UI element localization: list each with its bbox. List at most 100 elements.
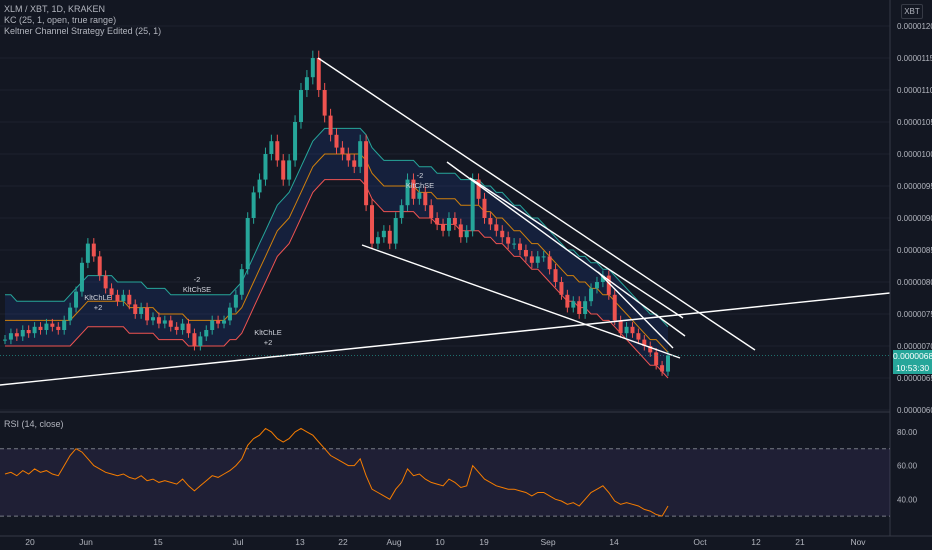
- price-tick-label: 0.00001150: [897, 54, 932, 63]
- candle-body: [452, 218, 457, 225]
- price-tick-label: 0.00000900: [897, 214, 932, 223]
- candle-body: [168, 320, 173, 327]
- candle-body: [8, 333, 13, 340]
- candle-body: [612, 294, 617, 321]
- candle-body: [103, 275, 108, 289]
- candle-body: [346, 154, 351, 161]
- time-tick-label: 21: [795, 537, 805, 547]
- resistance-trendline-1: [317, 57, 756, 351]
- candle-body: [535, 256, 540, 263]
- candle-body: [222, 320, 227, 324]
- price-tick-label: 0.00000600: [897, 406, 932, 415]
- time-tick-label: Oct: [693, 537, 707, 547]
- candle-body: [482, 198, 487, 218]
- candle-body: [298, 90, 303, 122]
- candle-body: [186, 323, 191, 334]
- price-axis[interactable]: 0.00001200 0.00001150 0.00001100 0.00001050…: [0, 0, 932, 537]
- price-tick-label: 0.00001050: [897, 118, 932, 127]
- candle-body: [589, 288, 594, 302]
- candle-body: [316, 58, 321, 90]
- candle-body: [529, 256, 534, 263]
- candle-body: [559, 282, 564, 295]
- time-tick-label: Jul: [233, 537, 244, 547]
- candle-body: [20, 330, 25, 337]
- time-tick-label: 10: [435, 537, 445, 547]
- rsi-tick-label: 80.00: [897, 428, 918, 437]
- candle-body: [523, 250, 528, 257]
- candle-body: [133, 304, 138, 314]
- candle-body: [565, 294, 570, 308]
- candle-body: [328, 115, 333, 135]
- candle-body: [74, 291, 79, 308]
- strategy-marker-label: KltChLE: [254, 328, 282, 337]
- price-tick-label: 0.00000650: [897, 374, 932, 383]
- candle-body: [38, 326, 43, 330]
- candle-body: [624, 326, 629, 334]
- candle-body: [423, 192, 428, 206]
- falling-wedge-lower-line: [361, 244, 681, 359]
- candle-body: [14, 333, 19, 337]
- strategy-marker-label: +2: [264, 338, 273, 347]
- candle-body: [435, 218, 440, 225]
- candle-body: [3, 339, 7, 341]
- candle-body: [464, 230, 469, 238]
- resistance-trendline-4: [597, 271, 674, 349]
- candle-body: [310, 58, 315, 78]
- candle-body: [500, 230, 505, 238]
- strategy-marker-label: KltChLE: [84, 293, 112, 302]
- price-tick-label: 0.00000950: [897, 182, 932, 191]
- rsi-tick-label: 40.00: [897, 495, 918, 504]
- rsi-label: RSI (14, close): [4, 419, 64, 429]
- time-axis[interactable]: 20 Jun 15 Jul 13 22 Aug 10 19 Sep 14 Oct 12 21 Nov: [25, 537, 866, 547]
- candle-body: [275, 141, 280, 161]
- time-tick-label: Sep: [540, 537, 555, 547]
- candle-body: [44, 323, 49, 330]
- currency-badge[interactable]: XBT: [901, 4, 923, 19]
- candle-body: [26, 330, 31, 334]
- price-tick-label: 0.00000800: [897, 278, 932, 287]
- candle-body: [594, 282, 599, 289]
- candlesticks[interactable]: [3, 50, 670, 376]
- strategy-marker-label: -2: [417, 171, 424, 180]
- candle-body: [180, 323, 185, 330]
- kc-label: KC (25, 1, open, true range): [4, 15, 117, 25]
- price-grid: [0, 25, 890, 411]
- time-tick-label: 14: [609, 537, 619, 547]
- resistance-trendline-2: [446, 161, 686, 337]
- candle-body: [109, 288, 114, 295]
- strategy-marker-label: KltChSE: [406, 181, 434, 190]
- rsi-band: [0, 448, 890, 517]
- strategy-marker-label: -2: [194, 275, 201, 284]
- candle-body: [91, 243, 96, 257]
- candle-body: [334, 134, 339, 148]
- support-trendline: [0, 292, 891, 386]
- channel-fill: [5, 128, 668, 378]
- candle-body: [150, 317, 155, 321]
- candle-body: [322, 90, 327, 116]
- candle-body: [488, 218, 493, 225]
- candle-body: [251, 192, 256, 218]
- candle-body: [393, 218, 398, 244]
- time-tick-label: 13: [295, 537, 305, 547]
- candle-body: [375, 237, 380, 244]
- candle-body: [600, 275, 605, 282]
- candle-body: [293, 122, 298, 161]
- candle-body: [174, 326, 179, 330]
- candle-body: [458, 224, 463, 238]
- candle-body: [660, 365, 665, 372]
- candle-body: [364, 141, 369, 206]
- candle-body: [429, 205, 434, 218]
- trendlines[interactable]: [0, 57, 891, 386]
- candle-body: [399, 205, 404, 218]
- legend-kc: KC (25, 1, open, true range): [4, 15, 118, 26]
- candle-body: [269, 141, 274, 154]
- last-price-badge: 0.00000685 10:53:30: [893, 350, 932, 374]
- candle-body: [121, 294, 126, 302]
- legend-strategy: Keltner Channel Strategy Edited (25, 1): [4, 26, 163, 37]
- rsi-panel: 80.00 60.00 40.00: [0, 428, 918, 517]
- candle-body: [387, 230, 392, 244]
- time-tick-label: 12: [751, 537, 761, 547]
- candle-body: [512, 243, 517, 245]
- candle-body: [62, 320, 67, 330]
